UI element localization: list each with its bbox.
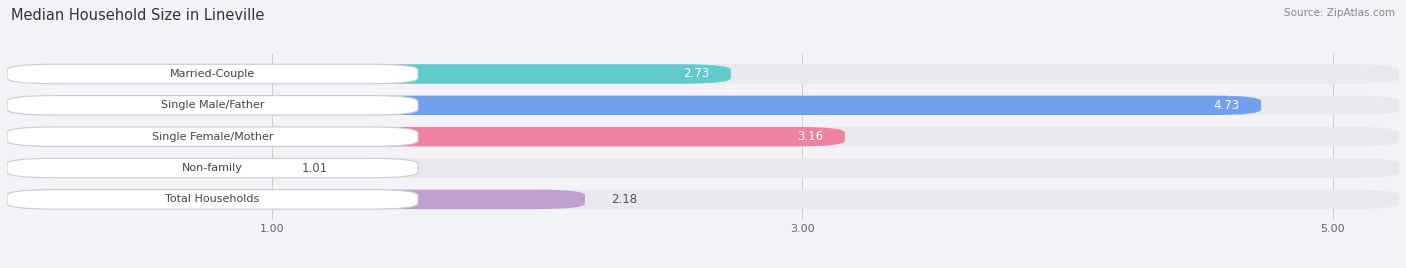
Text: 2.73: 2.73 bbox=[683, 68, 710, 80]
Text: 2.18: 2.18 bbox=[612, 193, 638, 206]
FancyBboxPatch shape bbox=[7, 96, 418, 115]
FancyBboxPatch shape bbox=[7, 96, 1399, 115]
Text: Median Household Size in Lineville: Median Household Size in Lineville bbox=[11, 8, 264, 23]
FancyBboxPatch shape bbox=[7, 64, 731, 84]
Text: Source: ZipAtlas.com: Source: ZipAtlas.com bbox=[1284, 8, 1395, 18]
FancyBboxPatch shape bbox=[7, 158, 418, 178]
FancyBboxPatch shape bbox=[7, 96, 1261, 115]
FancyBboxPatch shape bbox=[7, 190, 585, 209]
FancyBboxPatch shape bbox=[7, 127, 1399, 146]
Text: 4.73: 4.73 bbox=[1213, 99, 1240, 112]
FancyBboxPatch shape bbox=[7, 158, 1399, 178]
Text: Single Female/Mother: Single Female/Mother bbox=[152, 132, 273, 142]
Text: Non-family: Non-family bbox=[181, 163, 243, 173]
Text: Total Households: Total Households bbox=[166, 194, 260, 204]
FancyBboxPatch shape bbox=[7, 64, 1399, 84]
FancyBboxPatch shape bbox=[7, 127, 418, 146]
FancyBboxPatch shape bbox=[7, 64, 418, 84]
FancyBboxPatch shape bbox=[7, 190, 1399, 209]
FancyBboxPatch shape bbox=[7, 127, 845, 146]
Text: 1.01: 1.01 bbox=[301, 162, 328, 174]
FancyBboxPatch shape bbox=[7, 190, 418, 209]
Text: 3.16: 3.16 bbox=[797, 130, 824, 143]
FancyBboxPatch shape bbox=[7, 158, 274, 178]
Text: Married-Couple: Married-Couple bbox=[170, 69, 254, 79]
Text: Single Male/Father: Single Male/Father bbox=[160, 100, 264, 110]
